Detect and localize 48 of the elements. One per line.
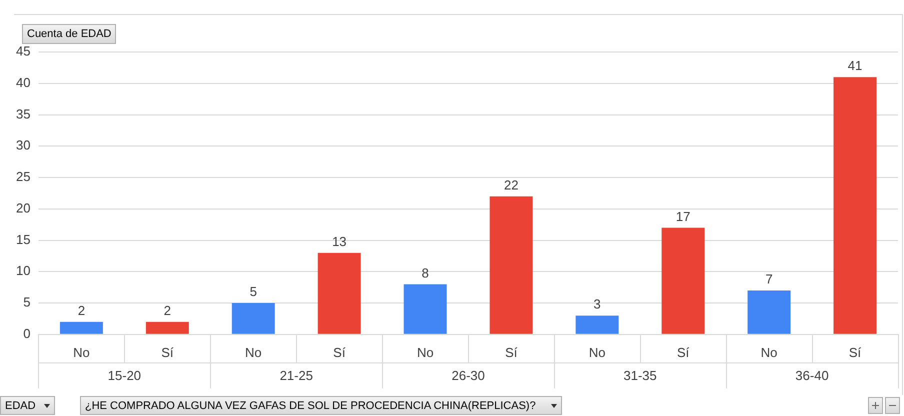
x-tick-label: Sí bbox=[333, 344, 346, 360]
y-tick-label: 45 bbox=[16, 44, 30, 59]
data-label: 2 bbox=[164, 302, 172, 318]
data-label: 3 bbox=[594, 296, 601, 312]
x-tick-label: No bbox=[245, 344, 262, 360]
x-tick-label: Sí bbox=[161, 344, 174, 360]
text: 31-35 bbox=[624, 368, 657, 383]
bar bbox=[404, 284, 447, 334]
bar bbox=[60, 322, 103, 334]
text: 15-20 bbox=[108, 368, 142, 383]
x-tick-label: No bbox=[760, 344, 778, 360]
bar bbox=[576, 316, 619, 334]
bar bbox=[834, 77, 877, 334]
text: 36-40 bbox=[795, 368, 829, 383]
data-label: 8 bbox=[422, 265, 429, 280]
y-tick-label: 5 bbox=[23, 294, 30, 310]
bar bbox=[318, 252, 361, 334]
text: 26-30 bbox=[452, 368, 485, 383]
y-tick-label: 25 bbox=[16, 169, 30, 184]
data-label: 17 bbox=[676, 208, 690, 224]
data-label: 13 bbox=[332, 234, 347, 249]
y-tick-label: 30 bbox=[16, 138, 30, 153]
data-label: 41 bbox=[848, 58, 862, 74]
y-tick-label: 40 bbox=[16, 74, 30, 90]
bar bbox=[662, 228, 705, 334]
y-tick-label: 0 bbox=[23, 326, 30, 341]
data-label: 7 bbox=[765, 272, 773, 287]
x-tick-label: No bbox=[416, 344, 434, 360]
bar bbox=[490, 196, 533, 334]
text: ¿HE COMPRADO ALGUNA VEZ GAFAS DE SOL DE PROCEDENCIA CHINA(REPLICAS)? bbox=[85, 400, 536, 412]
text: EDAD bbox=[0, 396, 55, 415]
bar bbox=[748, 290, 791, 334]
x-tick-label: No bbox=[588, 344, 606, 360]
data-label: 22 bbox=[504, 177, 518, 192]
x-tick-label: Sí bbox=[676, 344, 690, 360]
x-tick-label: Sí bbox=[848, 344, 862, 360]
data-label: 5 bbox=[250, 284, 257, 300]
bar bbox=[146, 322, 189, 334]
text: 21-25 bbox=[280, 368, 313, 383]
text: Cuenta de EDAD bbox=[22, 24, 116, 44]
x-tick-label: Sí bbox=[505, 344, 518, 360]
y-tick-label: 10 bbox=[16, 263, 30, 278]
y-tick-label: 15 bbox=[16, 232, 30, 247]
y-tick-label: 35 bbox=[16, 106, 30, 122]
data-label: 2 bbox=[78, 302, 86, 318]
bar bbox=[232, 303, 275, 334]
y-tick-label: 20 bbox=[16, 200, 30, 216]
x-tick-label: No bbox=[73, 344, 90, 360]
